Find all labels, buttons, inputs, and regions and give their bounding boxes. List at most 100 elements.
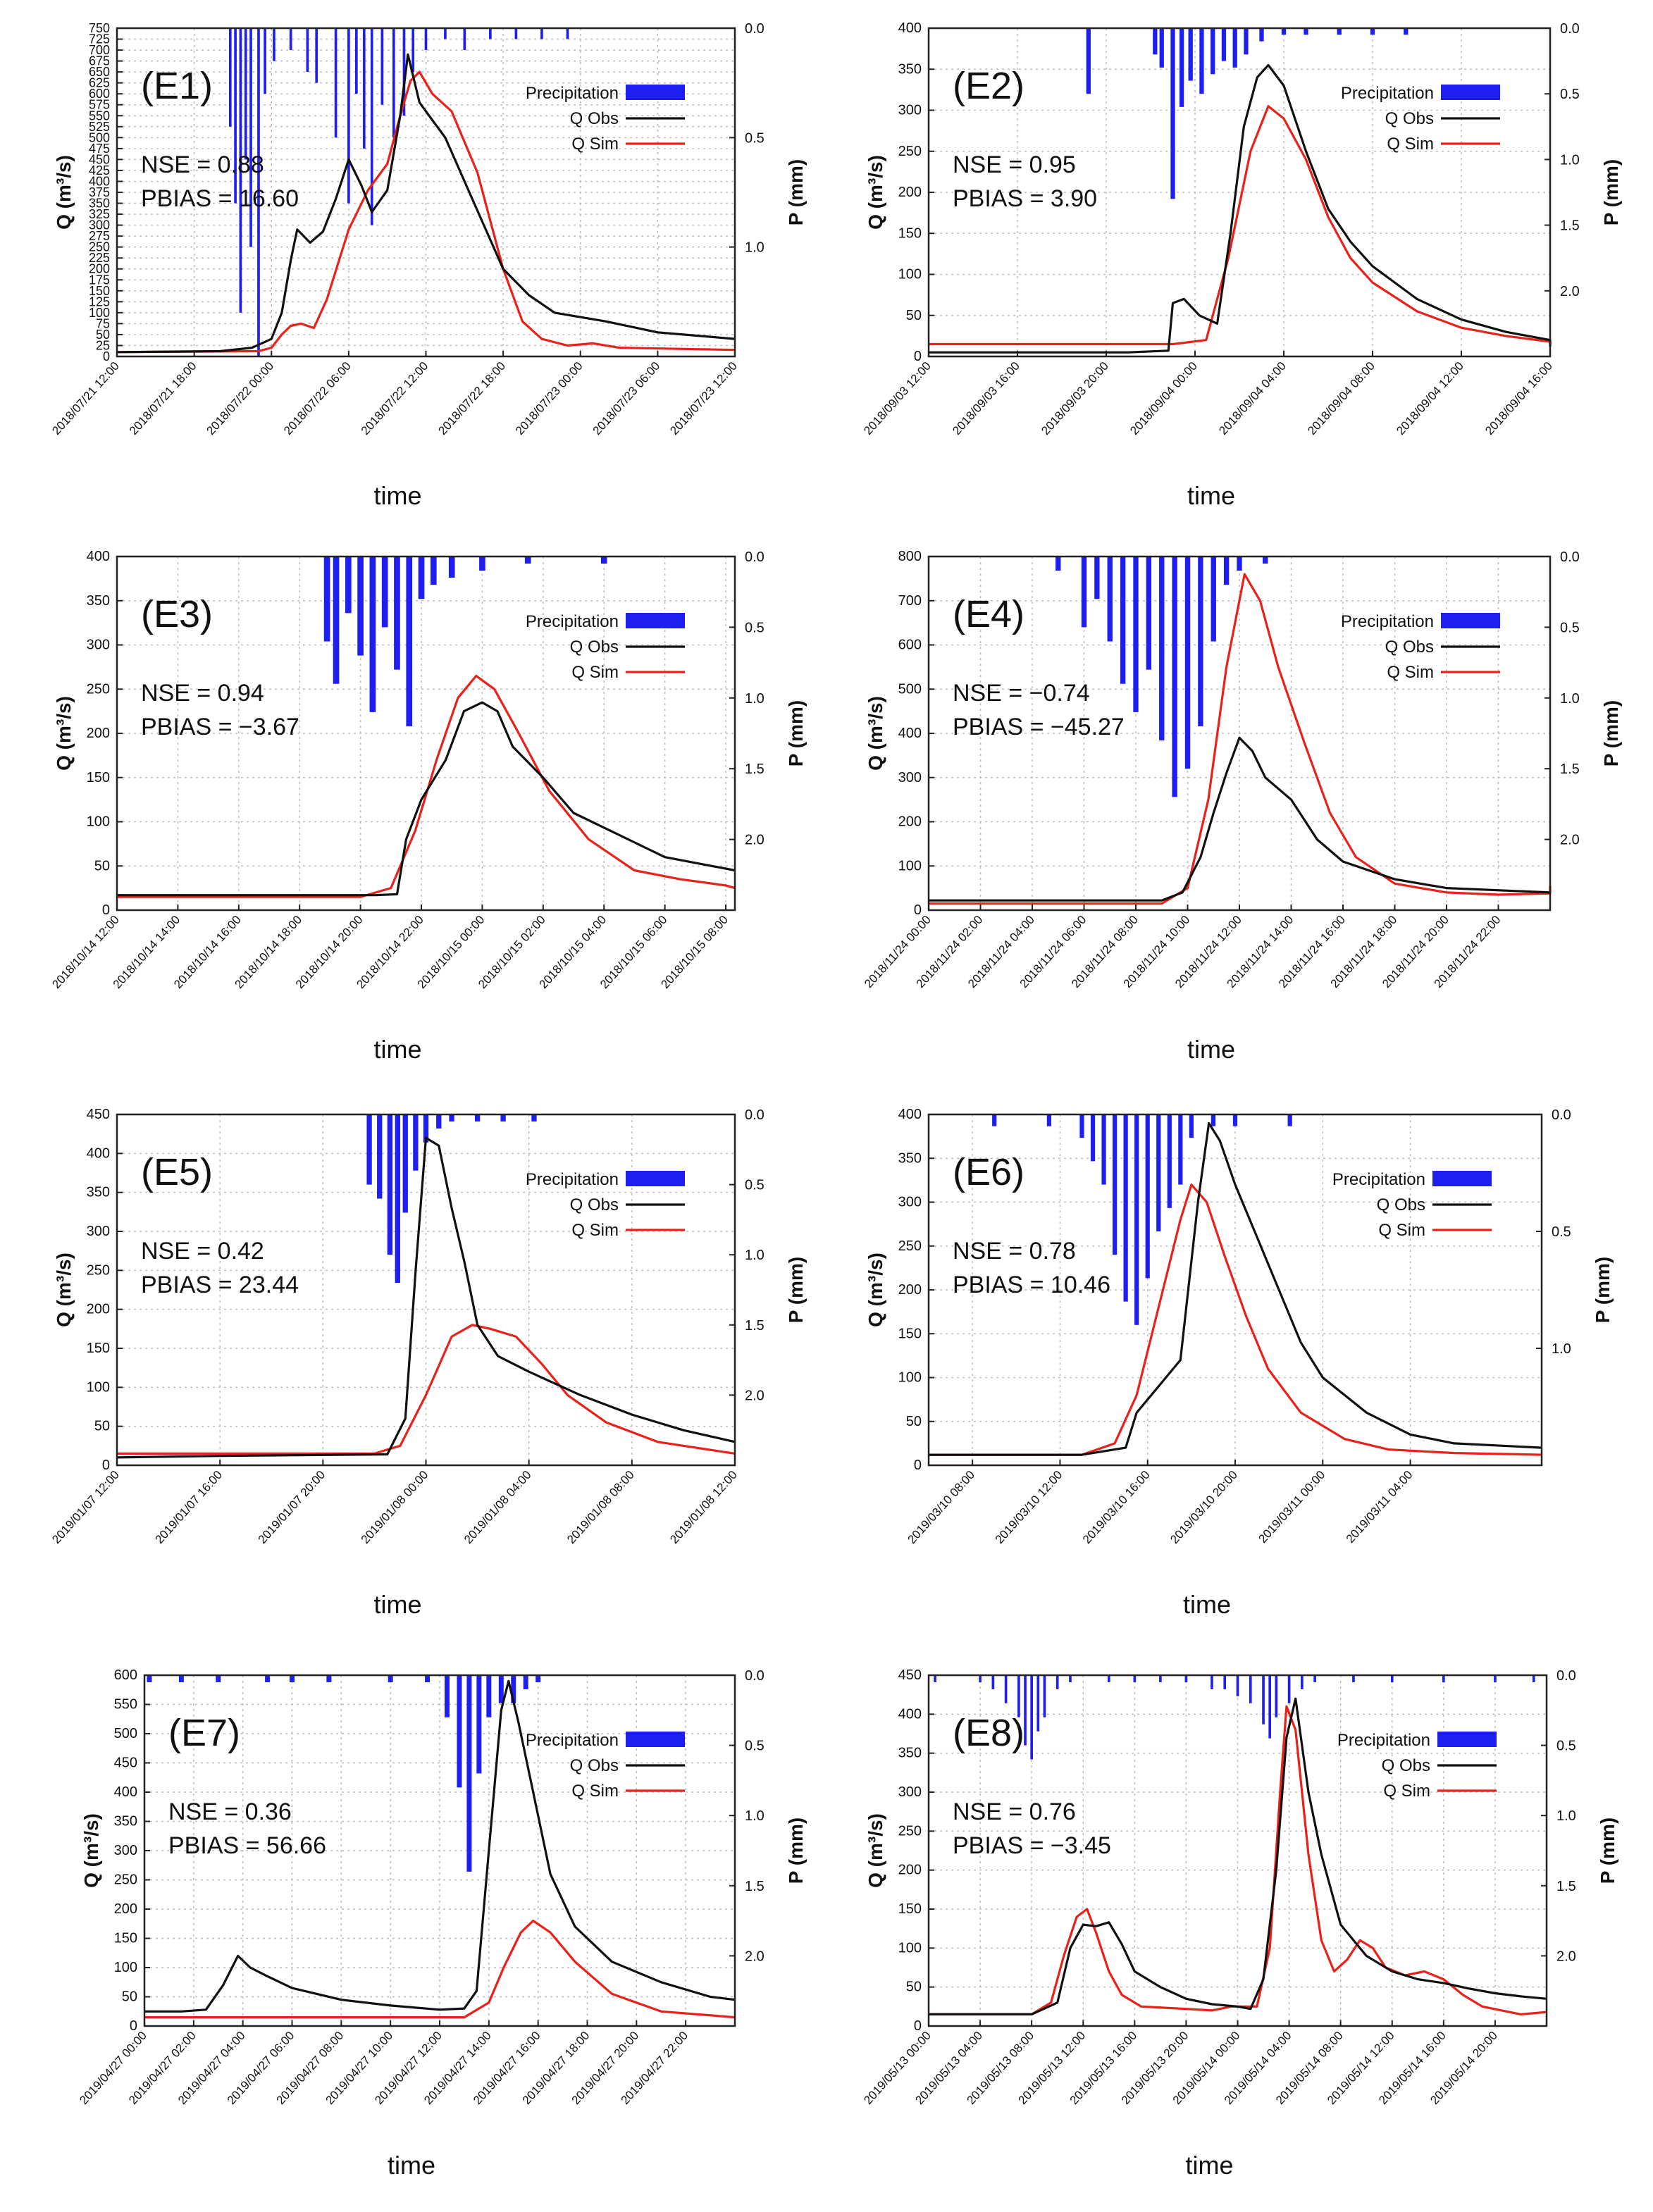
- q-obs-line: [144, 1679, 736, 2013]
- precip-bar: [290, 1675, 295, 1682]
- panel-label: (E7): [168, 1712, 240, 1754]
- precip-bar: [1079, 1114, 1084, 1138]
- x-tick-label: 2018/10/15 04:00: [537, 913, 609, 991]
- y-tick-label: 425: [89, 163, 110, 178]
- y-tick-label: 275: [89, 229, 110, 243]
- q-sim-line: [929, 1183, 1542, 1456]
- precip-bar: [1301, 1675, 1304, 1689]
- precip-bar: [1198, 557, 1203, 726]
- y-tick-label: 75: [96, 316, 110, 330]
- y-tick-label: 575: [89, 98, 110, 112]
- panel-label: (E2): [953, 65, 1024, 107]
- x-tick-label: 2018/09/03 12:00: [861, 359, 934, 437]
- precip-bar: [323, 557, 330, 642]
- precip-bar: [1107, 1675, 1110, 1682]
- legend-qobs-label: Q Obs: [1385, 638, 1434, 657]
- precip-bar: [257, 28, 260, 356]
- panel-e8: 0 50 100 150 200 250 300 350 400 450 0.0 0.5 1.0 1.5 2…: [861, 1667, 1618, 2180]
- precip-bar: [423, 1114, 429, 1143]
- precip-bar: [466, 1675, 472, 1872]
- y-tick-label: 250: [87, 681, 110, 697]
- p-tick-label: 0.5: [1560, 87, 1580, 102]
- y-tick-label: 350: [898, 1150, 922, 1166]
- x-tick-label: 2019/01/07 16:00: [152, 1468, 225, 1546]
- p-tick-label: 1.5: [1560, 218, 1580, 234]
- x-tick-label: 2019/03/10 12:00: [993, 1468, 1065, 1546]
- y-tick-label: 50: [96, 328, 110, 342]
- y-tick-label: 350: [89, 197, 110, 211]
- y-axis-title: Q (m³/s): [865, 1813, 886, 1888]
- precip-bar: [1221, 28, 1227, 61]
- precip-bar: [1081, 557, 1087, 628]
- y-tick-label: 0: [103, 349, 110, 364]
- nse-text: NSE = 0.78: [953, 1238, 1076, 1265]
- p-tick-label: 0.0: [745, 1668, 764, 1684]
- y-tick-label: 675: [89, 54, 110, 68]
- legend-precip-label: Precipitation: [526, 1170, 619, 1189]
- x-tick-label: 2019/01/07 12:00: [49, 1468, 122, 1546]
- q-sim-line: [144, 1920, 736, 2019]
- precip-bar: [418, 557, 425, 599]
- y-axis-title: Q (m³/s): [865, 155, 886, 230]
- x-tick-label: 2018/10/14 16:00: [171, 913, 244, 991]
- precip-bar: [370, 28, 373, 225]
- y-tick-label: 200: [898, 1282, 922, 1298]
- p-axis-title: P (mm): [1600, 700, 1622, 766]
- y-tick-label: 450: [114, 1756, 137, 1771]
- precip-bar: [1532, 1675, 1535, 1682]
- y-tick-label: 175: [89, 273, 110, 287]
- precip-bar: [524, 557, 531, 564]
- legend-qsim-label: Q Sim: [1383, 1782, 1430, 1801]
- p-tick-label: 1.0: [1560, 152, 1580, 168]
- precip-bar: [333, 557, 340, 684]
- precip-bar: [1404, 28, 1409, 35]
- panel-e3: 0 50 100 150 200 250 300 350 400 0.0 0.5 1.0 1.5 2.0 2…: [49, 549, 807, 1064]
- p-tick-label: 0.5: [1556, 1739, 1576, 1754]
- precip-bar: [366, 1114, 372, 1185]
- y-tick-label: 300: [898, 1195, 922, 1210]
- y-tick-label: 200: [87, 726, 110, 741]
- y-tick-label: 150: [87, 770, 110, 785]
- p-axis-title: P (mm): [785, 1257, 807, 1323]
- pbias-text: PBIAS = 16.60: [141, 185, 299, 212]
- x-tick-label: 2018/09/04 08:00: [1305, 359, 1378, 437]
- precip-bar: [1287, 1114, 1292, 1126]
- y-tick-label: 350: [87, 1185, 110, 1200]
- legend-precip-label: Precipitation: [526, 1731, 619, 1750]
- precip-bar: [1211, 1675, 1213, 1689]
- y-tick-label: 350: [898, 1746, 922, 1761]
- y-tick-label: 250: [898, 144, 922, 159]
- precip-bar: [430, 557, 437, 585]
- y-tick-label: 600: [114, 1667, 137, 1683]
- precip-bar: [425, 1675, 431, 1682]
- precip-bar: [457, 1675, 462, 1788]
- panel-e4: 0 100 200 300 400 500 600 700 800 0.0 0.5 1.0 1.5 2.0…: [862, 549, 1622, 1064]
- legend-qsim-label: Q Sim: [571, 663, 619, 682]
- precip-bar: [934, 1675, 936, 1682]
- legend-qsim-label: Q Sim: [1387, 663, 1434, 682]
- legend-qobs-label: Q Obs: [570, 1756, 619, 1775]
- p-tick-label: 0.5: [745, 1739, 764, 1754]
- y-axis-title: Q (m³/s): [865, 696, 886, 771]
- pbias-text: PBIAS = 56.66: [168, 1832, 326, 1859]
- y-axis-title: Q (m³/s): [80, 1813, 102, 1888]
- y-tick-label: 0: [914, 1458, 922, 1473]
- precip-bar: [489, 28, 492, 39]
- precip-bar: [413, 1114, 419, 1171]
- y-tick-label: 300: [898, 770, 922, 785]
- legend-qsim-label: Q Sim: [571, 1221, 619, 1240]
- x-tick-label: 2019/03/11 04:00: [1344, 1468, 1416, 1546]
- x-tick-label: 2018/10/14 12:00: [49, 913, 122, 991]
- legend-qsim-label: Q Sim: [1387, 135, 1434, 154]
- precip-bar: [540, 28, 543, 39]
- y-tick-label: 200: [898, 185, 922, 200]
- p-tick-label: 0.0: [1556, 1668, 1576, 1684]
- precip-bar: [1244, 28, 1249, 55]
- y-tick-label: 125: [89, 294, 110, 309]
- precip-bar: [1352, 1675, 1355, 1682]
- precip-bar: [1249, 1675, 1252, 1703]
- y-tick-label: 625: [89, 76, 110, 90]
- precip-bar: [500, 1114, 506, 1121]
- precip-bar: [1494, 1675, 1497, 1682]
- legend-qobs-label: Q Obs: [1382, 1756, 1430, 1775]
